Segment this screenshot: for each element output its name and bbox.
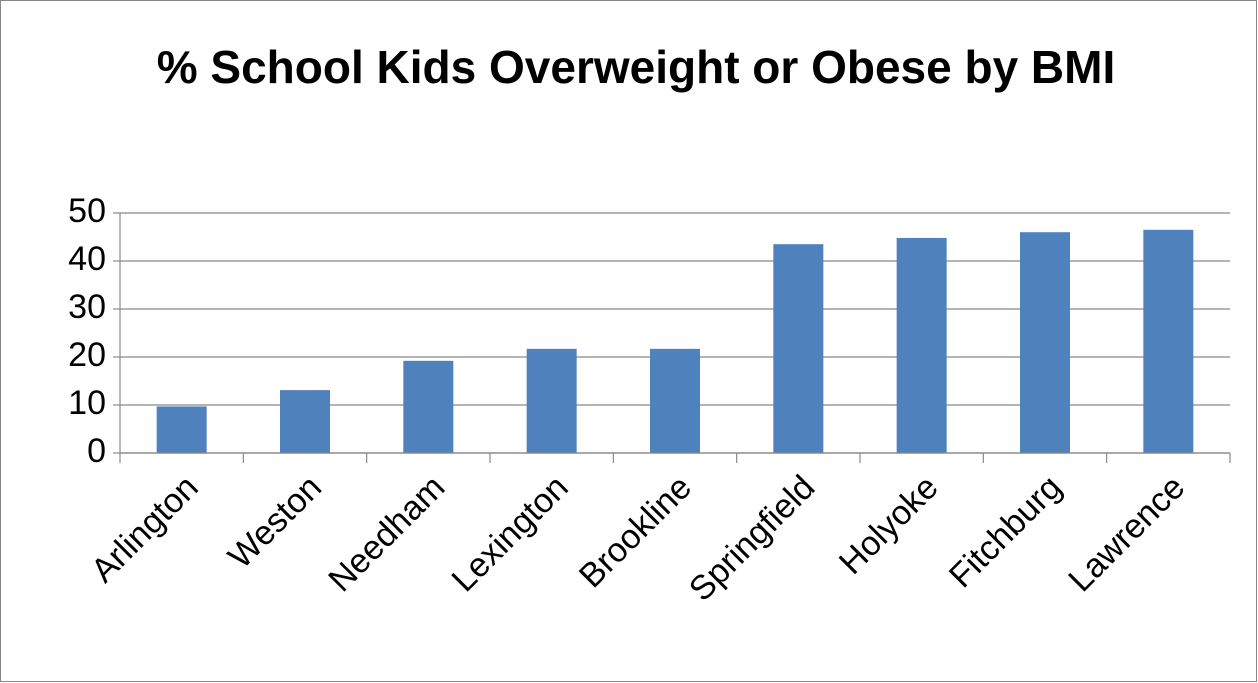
- y-tick-label: 20: [68, 336, 106, 374]
- bar: [773, 244, 824, 453]
- y-tick-label: 10: [68, 384, 106, 422]
- bar: [896, 237, 947, 453]
- y-tick-label: 30: [68, 288, 106, 326]
- y-tick-label: 0: [87, 432, 106, 470]
- bar: [650, 348, 700, 453]
- bar: [280, 390, 330, 453]
- bar: [526, 348, 577, 453]
- bar: [1143, 229, 1194, 453]
- y-tick-label: 40: [68, 240, 106, 278]
- y-tick-label: 50: [68, 192, 106, 230]
- bar: [1020, 232, 1070, 453]
- bar: [156, 406, 207, 453]
- chart-title: % School Kids Overweight or Obese by BMI: [156, 41, 1116, 93]
- bar: [403, 360, 454, 453]
